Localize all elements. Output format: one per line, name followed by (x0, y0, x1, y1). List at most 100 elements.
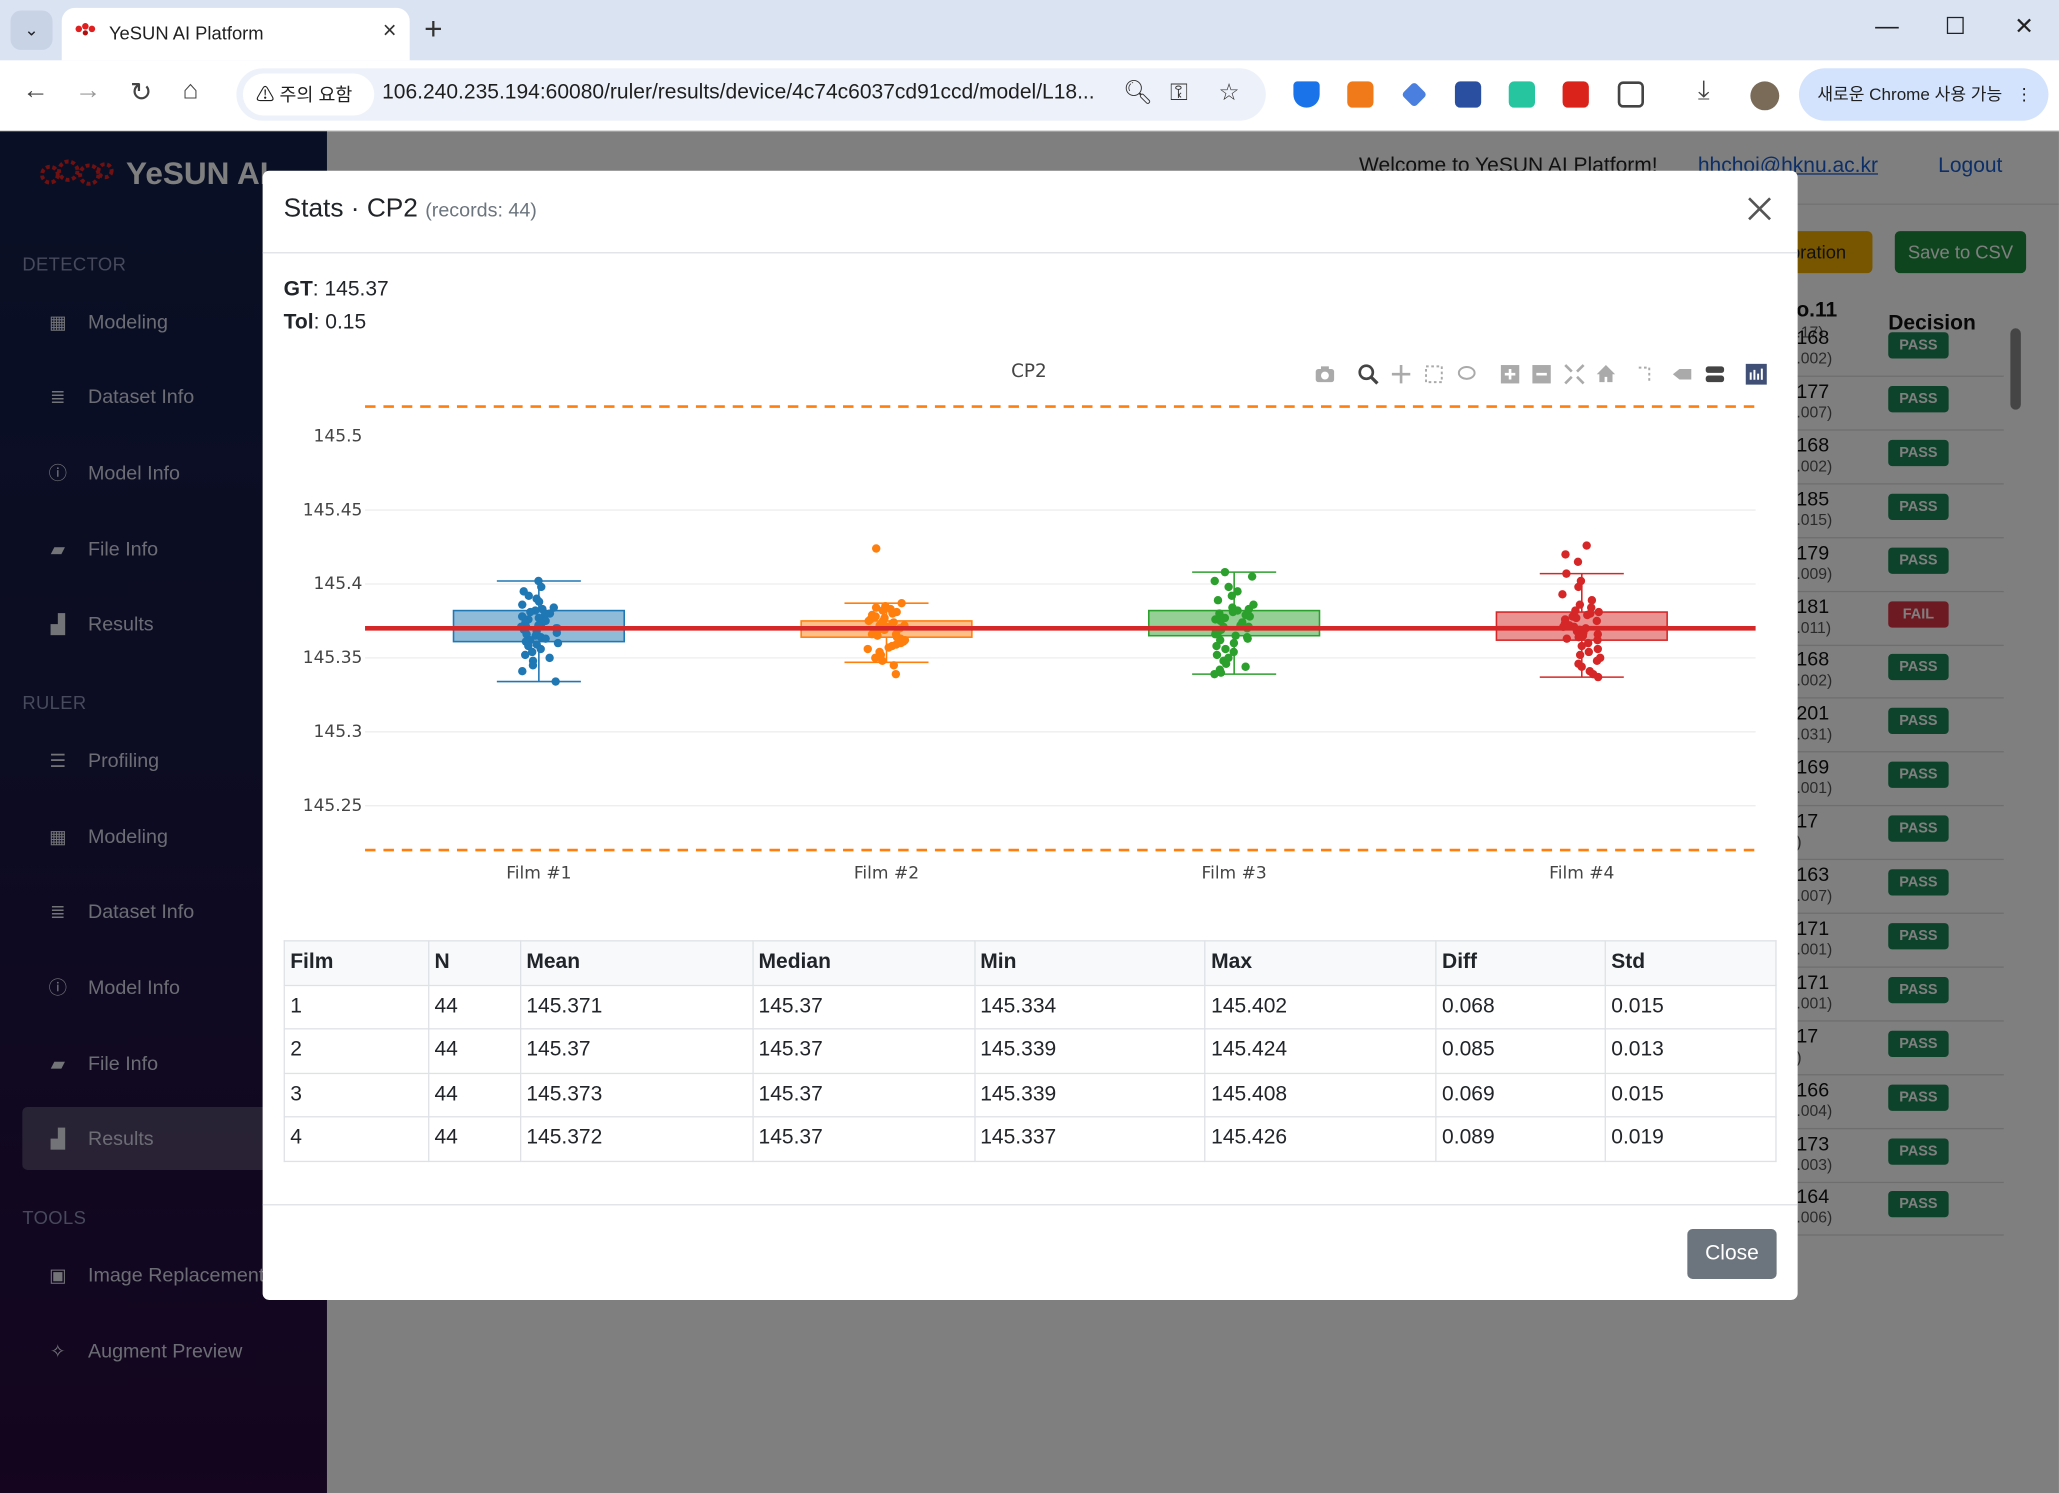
table-cell: 145.339 (973, 1028, 1206, 1074)
browser-tab[interactable]: YeSUN AI Platform × (61, 7, 410, 61)
pan-icon[interactable] (1391, 364, 1412, 385)
chrome-update-button[interactable]: 새로운 Chrome 사용 가능 ⋮ (1798, 68, 2049, 121)
data-point (873, 631, 882, 640)
y-tick-label: 145.35 (303, 648, 363, 668)
data-point (1213, 596, 1223, 605)
data-point (518, 666, 527, 676)
data-point (1593, 635, 1602, 645)
chart-plot-area[interactable]: 145.25 145.3 145.35 145.4 145.45 145.5 Film #1… (284, 355, 1777, 907)
zoom-icon[interactable] (1358, 364, 1379, 385)
y-tick-label: 145.5 (314, 426, 363, 446)
zoom-out-icon[interactable] (1531, 364, 1552, 385)
table-body: 1 44 145.371 145.37 145.334 145.402 0.068 0.015… (283, 984, 1777, 1162)
close-button[interactable]: Close (1687, 1229, 1777, 1279)
close-icon[interactable] (1740, 189, 1779, 228)
back-icon[interactable]: ← (22, 76, 49, 106)
zoom-in-icon[interactable] (1500, 364, 1521, 385)
box-select-icon[interactable] (1423, 364, 1444, 385)
data-point (864, 616, 873, 626)
data-point (1592, 656, 1602, 666)
data-point (1592, 616, 1602, 626)
data-point (1224, 582, 1233, 592)
tab-title: YeSUN AI Platform (108, 22, 264, 44)
data-point (1593, 672, 1603, 682)
shield-extension-icon[interactable] (1293, 81, 1320, 108)
table-cell: 145.372 (519, 1116, 754, 1162)
sync-extension-icon[interactable] (1508, 81, 1536, 108)
tab-bar: ⌄ YeSUN AI Platform × + — ☐ ✕ (0, 0, 2059, 61)
y-tick-label: 145.25 (303, 796, 363, 816)
data-point (1593, 630, 1602, 639)
table-cell: 4 (283, 1116, 430, 1162)
data-point (1211, 630, 1220, 639)
hover-closest-icon[interactable] (1672, 364, 1693, 385)
camera-icon[interactable] (1314, 364, 1335, 385)
forward-icon[interactable]: → (74, 76, 102, 106)
y-tick-label: 145.3 (314, 722, 363, 742)
pdf-extension-icon[interactable] (1562, 81, 1589, 108)
column-header: Max (1204, 940, 1437, 986)
table-row: 3 44 145.373 145.37 145.339 145.408 0.069 0.015 (283, 1072, 1777, 1118)
stats-modal: Stats · CP2 (records: 44) GT: 145.37 Tol… (262, 170, 1798, 1300)
x-tick-label: Film #2 (854, 863, 919, 883)
window-close-icon[interactable]: ✕ (2014, 13, 2035, 40)
column-header: Mean (519, 940, 754, 986)
address-bar[interactable]: ⚠ 주의 요함 106.240.235.194:60080/ruler/resu… (236, 68, 1266, 121)
spike-icon[interactable] (1636, 364, 1657, 385)
column-header: Median (751, 940, 975, 986)
lasso-icon[interactable] (1456, 364, 1477, 385)
data-point (1210, 576, 1219, 586)
favicon-icon (75, 22, 96, 36)
data-point (871, 653, 880, 663)
box-plot-chart[interactable]: CP2 145.25 145.3 145.35 145.4 145.45 145.5 Fil… (284, 355, 1777, 907)
more-vert-icon[interactable]: ⋮ (2015, 84, 2033, 104)
reload-icon[interactable]: ↻ (129, 78, 153, 108)
minimize-icon[interactable]: — (1875, 13, 1899, 40)
s-extension-icon[interactable] (1454, 81, 1482, 108)
ex-extension-icon[interactable] (1347, 81, 1374, 108)
table-cell: 145.37 (751, 1028, 975, 1074)
download-icon[interactable]: ⤓ (1697, 76, 1710, 106)
bookmark-star-icon[interactable]: ☆ (1218, 78, 1240, 106)
hover-compare-icon[interactable] (1704, 364, 1725, 385)
table-cell: 0.068 (1435, 984, 1607, 1030)
data-point (1210, 669, 1219, 679)
data-point (541, 634, 550, 643)
data-point (1561, 550, 1570, 559)
data-point (1229, 638, 1239, 648)
table-cell: 0.015 (1604, 984, 1777, 1030)
table-cell: 3 (283, 1072, 430, 1118)
plotly-logo-icon[interactable] (1745, 363, 1767, 385)
data-point (888, 609, 897, 618)
autoscale-icon[interactable] (1564, 364, 1585, 385)
reset-icon[interactable] (1595, 364, 1616, 385)
puzzle-icon[interactable] (1617, 81, 1645, 108)
maximize-icon[interactable]: ☐ (1944, 13, 1966, 40)
data-point (1228, 607, 1238, 617)
data-point (1575, 650, 1585, 660)
table-cell: 145.402 (1204, 984, 1437, 1030)
graduation-extension-icon[interactable] (1401, 81, 1428, 108)
security-chip[interactable]: ⚠ 주의 요함 (242, 73, 375, 116)
data-point (1577, 641, 1586, 651)
data-point (1227, 591, 1237, 600)
avatar[interactable] (1750, 81, 1780, 111)
data-point (1216, 668, 1226, 677)
new-tab-button[interactable]: + (424, 11, 443, 48)
column-header: Min (973, 940, 1206, 986)
tab-close-icon[interactable]: × (382, 17, 397, 44)
data-point (1574, 632, 1583, 642)
table-cell: 0.089 (1435, 1116, 1607, 1162)
x-tick-label: Film #1 (506, 863, 571, 883)
data-point (551, 677, 560, 686)
data-point (1243, 634, 1252, 643)
data-point (537, 582, 546, 592)
url-text[interactable]: 106.240.235.194:60080/ruler/results/devi… (382, 81, 1095, 104)
home-icon[interactable]: ⌂ (182, 76, 199, 106)
key-icon[interactable]: ⚿ (1169, 78, 1188, 106)
zoom-icon[interactable]: 🔍︎ (1122, 78, 1153, 106)
y-tick-label: 145.4 (314, 574, 363, 594)
tab-search-button[interactable]: ⌄ (10, 10, 53, 50)
table-cell: 145.334 (973, 984, 1206, 1030)
data-point (1574, 582, 1583, 592)
